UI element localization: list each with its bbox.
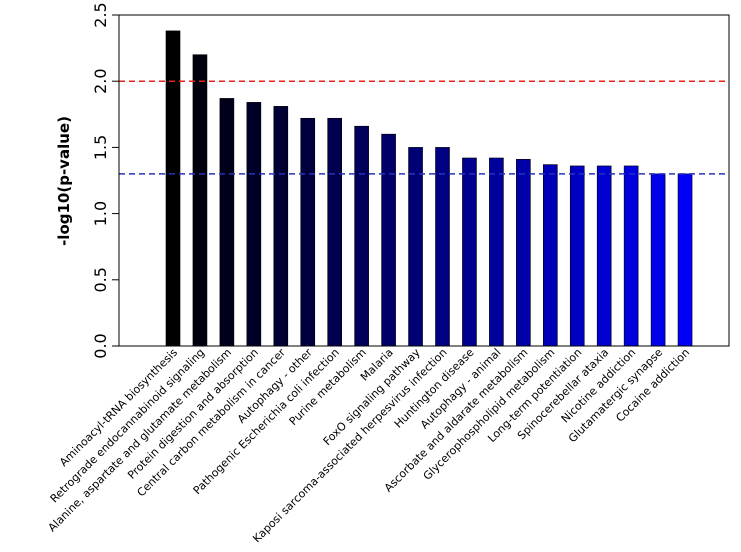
bar-18 — [623, 165, 639, 347]
bar-2 — [192, 54, 208, 347]
y-tick-label-3: 1.5 — [91, 135, 110, 160]
bar-15 — [542, 164, 558, 347]
y-tick-label-5: 2.5 — [91, 2, 110, 27]
bar-17 — [596, 165, 612, 347]
y-tick-label-1: 0.5 — [91, 267, 110, 292]
bars-group — [165, 30, 693, 347]
bar-5 — [273, 106, 289, 347]
y-axis: 0.0 0.5 1.0 1.5 2.0 2.5 — [91, 2, 120, 359]
x-category-label-3: Alanine, aspartate and glutamate metabol… — [46, 346, 234, 534]
y-axis-title: -log10(p-value) — [55, 116, 73, 246]
bar-16 — [569, 165, 585, 347]
bar-9 — [381, 133, 396, 347]
bar-12 — [462, 157, 477, 347]
bar-4 — [246, 102, 262, 347]
bar-6 — [300, 117, 316, 347]
bar-13 — [489, 157, 504, 347]
bar-19 — [650, 173, 666, 347]
bar-7 — [327, 117, 343, 347]
bar-1 — [165, 30, 181, 347]
bar-3 — [219, 98, 235, 347]
y-tick-label-2: 1.0 — [91, 201, 110, 226]
y-tick-label-0: 0.0 — [91, 333, 110, 358]
reference-lines-group — [119, 80, 729, 175]
bar-14 — [516, 159, 531, 347]
bar-8 — [354, 125, 369, 347]
bar-10 — [408, 147, 423, 347]
bar-20 — [677, 173, 693, 347]
y-tick-label-4: 2.0 — [91, 68, 110, 93]
bar-11 — [435, 147, 450, 347]
